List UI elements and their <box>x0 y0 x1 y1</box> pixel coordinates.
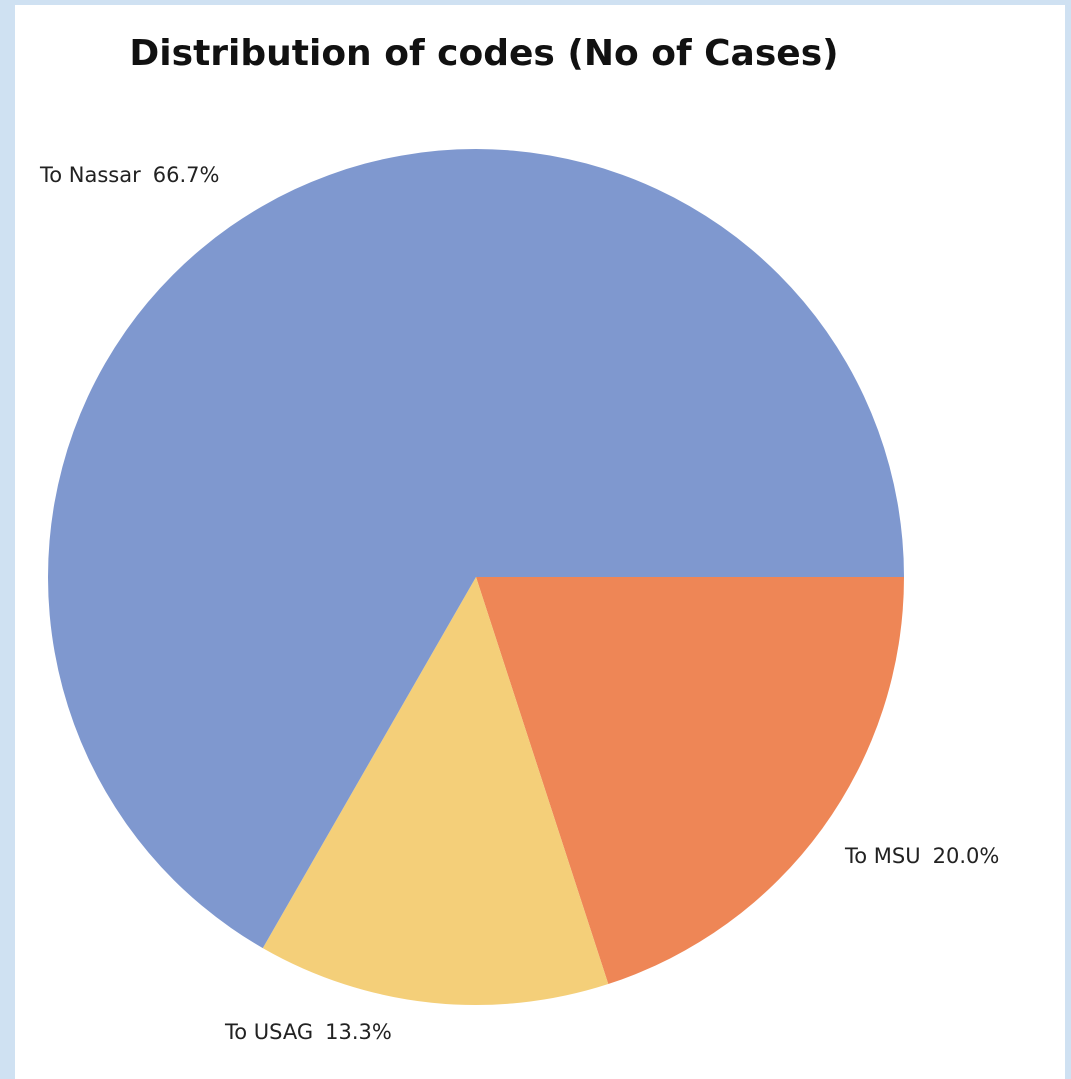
slice-category: To Nassar <box>39 163 141 187</box>
pie-slice <box>476 577 904 985</box>
slice-value: 13.3% <box>325 1020 392 1044</box>
slice-category: To MSU <box>844 844 921 868</box>
pie-slice <box>262 577 609 1005</box>
slice-label: To MSU 20.0% <box>844 844 999 868</box>
slice-label: To Nassar 66.7% <box>39 163 219 187</box>
pie-slice <box>47 148 905 949</box>
slice-category: To USAG <box>224 1020 313 1044</box>
slice-value: 20.0% <box>933 844 1000 868</box>
slice-value: 66.7% <box>153 163 220 187</box>
slice-label: To USAG 13.3% <box>224 1020 392 1044</box>
chart-title: Distribution of codes (No of Cases) <box>129 33 838 74</box>
